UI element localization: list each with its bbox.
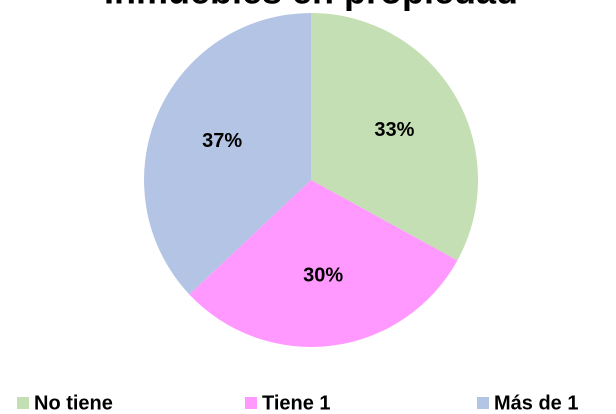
pie-slice: [189, 180, 458, 347]
pie-slice: [311, 13, 479, 261]
legend-label: Más de 1: [494, 392, 578, 414]
data-label: 37%: [202, 130, 242, 152]
data-label: 30%: [303, 264, 343, 286]
chart-title: Inmuebles en propiedad: [104, 0, 518, 12]
legend-swatch: [477, 397, 489, 409]
legend-label: No tiene: [34, 392, 113, 414]
pie-slice: [144, 12, 311, 295]
legend-swatch: [17, 397, 29, 409]
data-label: 33%: [374, 119, 414, 141]
legend-swatch: [245, 397, 257, 409]
legend-label: Tiene 1: [262, 392, 331, 414]
